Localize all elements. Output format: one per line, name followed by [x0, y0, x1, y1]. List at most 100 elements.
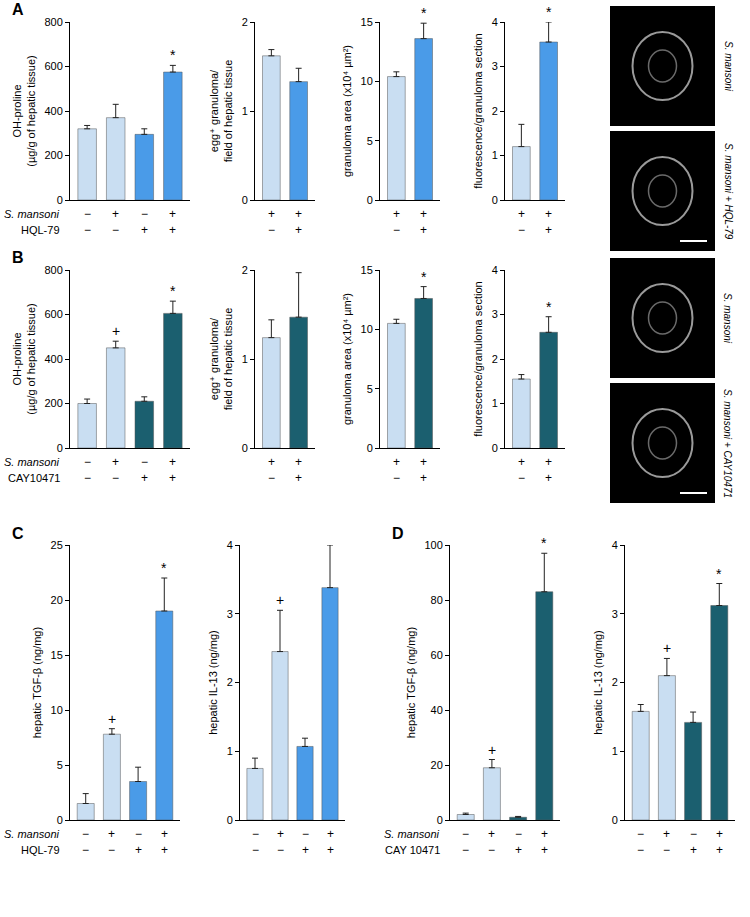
svg-text:1: 1: [492, 149, 498, 161]
svg-text:CAY 10471: CAY 10471: [385, 844, 440, 856]
svg-text:egg⁺ granuloma/field of hepati: egg⁺ granuloma/field of hepatic tissue: [208, 308, 234, 411]
svg-text:+: +: [545, 223, 552, 237]
svg-text:+: +: [277, 827, 284, 841]
svg-text:4: 4: [492, 16, 498, 28]
svg-text:+: +: [295, 455, 302, 469]
svg-text:−: −: [252, 827, 259, 841]
svg-text:−: −: [268, 223, 275, 237]
svg-text:−: −: [637, 843, 644, 857]
svg-text:1: 1: [612, 745, 618, 757]
svg-text:+: +: [268, 207, 275, 221]
svg-text:C: C: [12, 525, 24, 542]
svg-text:D: D: [392, 525, 404, 542]
svg-text:−: −: [82, 827, 89, 841]
svg-text:0: 0: [242, 194, 248, 206]
svg-text:−: −: [393, 471, 400, 485]
svg-text:+: +: [108, 827, 115, 841]
svg-text:S. mansoni + CAY10471: S. mansoni + CAY10471: [722, 389, 733, 498]
svg-text:80: 80: [431, 594, 443, 606]
svg-text:+: +: [393, 207, 400, 221]
svg-text:B: B: [12, 249, 24, 266]
svg-text:+: +: [268, 455, 275, 469]
svg-text:−: −: [84, 455, 91, 469]
svg-text:A: A: [12, 1, 24, 18]
svg-text:+: +: [663, 640, 671, 656]
svg-text:fluorescence/granuloma section: fluorescence/granuloma section: [472, 281, 484, 436]
svg-text:−: −: [108, 843, 115, 857]
svg-text:−: −: [84, 471, 91, 485]
svg-text:*: *: [546, 4, 552, 20]
svg-text:*: *: [541, 535, 547, 551]
svg-text:hepatic IL-13 (ng/mg): hepatic IL-13 (ng/mg): [592, 630, 604, 735]
svg-text:2: 2: [242, 264, 248, 276]
svg-text:*: *: [716, 566, 722, 582]
svg-text:−: −: [135, 827, 142, 841]
svg-text:−: −: [637, 827, 644, 841]
svg-text:−: −: [141, 455, 148, 469]
svg-text:0: 0: [227, 814, 233, 826]
svg-text:600: 600: [44, 308, 62, 320]
svg-text:S. mansoni: S. mansoni: [4, 828, 60, 840]
svg-text:−: −: [462, 827, 469, 841]
svg-text:2: 2: [227, 676, 233, 688]
svg-text:0: 0: [242, 442, 248, 454]
svg-text:CAY10471: CAY10471: [8, 472, 60, 484]
svg-text:−: −: [518, 471, 525, 485]
svg-text:S. mansoni: S. mansoni: [4, 208, 60, 220]
svg-text:1: 1: [242, 105, 248, 117]
svg-text:0: 0: [492, 194, 498, 206]
svg-text:0: 0: [367, 194, 373, 206]
svg-text:fluorescence/granuloma section: fluorescence/granuloma section: [472, 33, 484, 188]
svg-text:+: +: [545, 207, 552, 221]
svg-text:+: +: [420, 207, 427, 221]
svg-text:+: +: [518, 207, 525, 221]
svg-text:*: *: [421, 269, 427, 285]
svg-text:0: 0: [57, 442, 63, 454]
svg-text:+: +: [112, 323, 120, 339]
svg-text:4: 4: [492, 264, 498, 276]
svg-text:+: +: [541, 827, 548, 841]
svg-text:−: −: [112, 471, 119, 485]
svg-text:1: 1: [227, 745, 233, 757]
svg-text:+: +: [169, 455, 176, 469]
svg-text:+: +: [518, 455, 525, 469]
svg-text:2: 2: [612, 676, 618, 688]
svg-text:−: −: [393, 223, 400, 237]
svg-text:5: 5: [57, 759, 63, 771]
svg-text:+: +: [545, 471, 552, 485]
svg-text:+: +: [541, 843, 548, 857]
svg-text:10: 10: [51, 704, 63, 716]
svg-text:−: −: [488, 843, 495, 857]
svg-text:600: 600: [44, 60, 62, 72]
svg-text:−: −: [252, 843, 259, 857]
svg-text:+: +: [108, 711, 116, 727]
svg-text:granuloma area (x10⁴ µm²): granuloma area (x10⁴ µm²): [341, 45, 353, 177]
svg-text:HQL-79: HQL-79: [21, 844, 60, 856]
svg-text:5: 5: [367, 135, 373, 147]
svg-text:+: +: [135, 843, 142, 857]
svg-text:S. mansoni: S. mansoni: [723, 41, 734, 92]
svg-text:S. mansoni + HQL-79: S. mansoni + HQL-79: [723, 143, 734, 240]
svg-text:60: 60: [431, 649, 443, 661]
svg-text:granuloma area (x10⁴ µm²): granuloma area (x10⁴ µm²): [341, 293, 353, 425]
svg-text:+: +: [302, 843, 309, 857]
svg-text:−: −: [84, 223, 91, 237]
svg-text:OH-proline(µg/g of hepatic tis: OH-proline(µg/g of hepatic tissue): [11, 55, 37, 167]
svg-text:+: +: [141, 471, 148, 485]
svg-text:0: 0: [437, 814, 443, 826]
svg-text:20: 20: [51, 594, 63, 606]
svg-text:+: +: [169, 471, 176, 485]
svg-text:+: +: [295, 223, 302, 237]
svg-text:OH-proline(µg/g of hepatic tis: OH-proline(µg/g of hepatic tissue): [11, 303, 37, 415]
svg-text:4: 4: [227, 539, 233, 551]
svg-text:−: −: [302, 827, 309, 841]
svg-text:+: +: [716, 827, 723, 841]
svg-text:+: +: [161, 843, 168, 857]
svg-text:+: +: [488, 742, 496, 758]
svg-text:0: 0: [57, 194, 63, 206]
svg-text:hepatic TGF-β (ng/mg): hepatic TGF-β (ng/mg): [31, 627, 43, 738]
svg-text:+: +: [393, 455, 400, 469]
svg-text:−: −: [84, 207, 91, 221]
svg-text:200: 200: [44, 149, 62, 161]
svg-text:−: −: [663, 843, 670, 857]
